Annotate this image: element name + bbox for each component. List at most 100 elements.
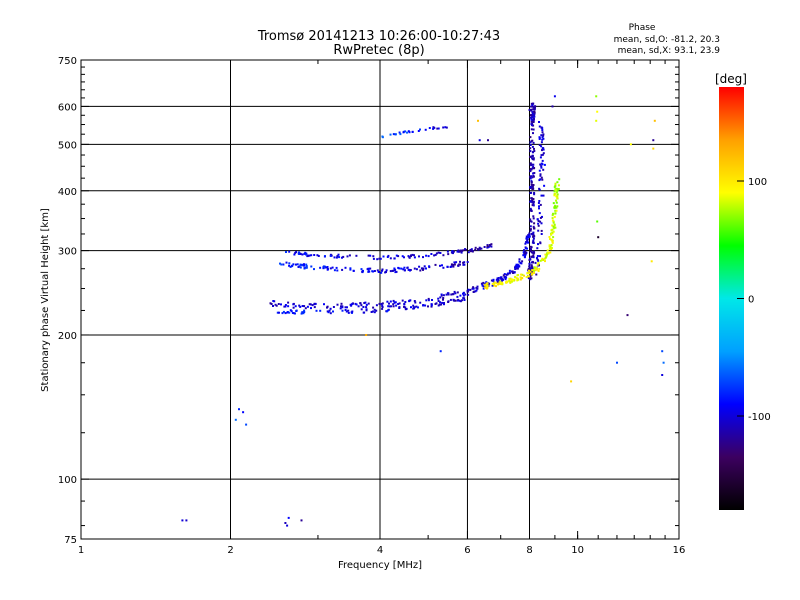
echo-point xyxy=(437,251,440,254)
echo-point xyxy=(303,263,305,266)
echo-point xyxy=(570,380,573,383)
echo-point xyxy=(299,263,302,266)
echo-point xyxy=(345,310,348,313)
echo-point xyxy=(469,250,472,253)
echo-point xyxy=(533,227,536,230)
echo-point xyxy=(381,268,384,271)
echo-point xyxy=(456,295,459,298)
echo-point xyxy=(467,293,470,296)
echo-point xyxy=(550,247,553,249)
echo-point xyxy=(549,251,552,254)
echo-point xyxy=(449,298,452,301)
echo-point xyxy=(661,350,664,353)
echo-point xyxy=(476,285,479,288)
x-tick-label: 8 xyxy=(526,545,532,556)
echo-point xyxy=(369,267,372,270)
echo-point xyxy=(279,262,281,265)
echo-point xyxy=(532,120,535,123)
echo-point xyxy=(454,299,457,302)
echo-point xyxy=(556,196,559,199)
echo-point xyxy=(341,256,343,259)
echo-point xyxy=(328,309,331,312)
echo-point xyxy=(329,307,332,310)
echo-point xyxy=(414,301,417,304)
echo-point xyxy=(292,306,295,309)
echo-point xyxy=(427,299,430,302)
echo-point xyxy=(533,167,536,169)
echo-point xyxy=(284,522,287,524)
echo-point xyxy=(539,163,542,166)
echo-point xyxy=(413,306,416,309)
echo-point xyxy=(539,259,542,262)
echo-point xyxy=(541,257,544,260)
echo-point xyxy=(415,305,418,308)
echo-point xyxy=(483,246,486,248)
echo-point xyxy=(650,260,653,263)
echo-point xyxy=(432,127,435,130)
echo-point xyxy=(298,304,301,307)
echo-point xyxy=(511,279,514,281)
echo-point xyxy=(292,263,295,266)
echo-point xyxy=(375,304,378,307)
colorbar-label: [deg] xyxy=(715,72,747,86)
echo-point xyxy=(548,236,551,238)
echo-point xyxy=(545,255,548,258)
echo-point xyxy=(408,256,411,259)
echo-point xyxy=(347,309,350,312)
echo-point xyxy=(335,256,338,259)
echo-point xyxy=(486,286,489,289)
echo-point xyxy=(403,266,406,269)
echo-point xyxy=(541,159,544,162)
echo-point xyxy=(398,267,401,270)
echo-point xyxy=(544,260,546,263)
echo-point xyxy=(522,251,525,254)
echo-point xyxy=(310,265,313,268)
echo-point xyxy=(556,193,559,196)
echo-point xyxy=(307,254,309,257)
echo-point xyxy=(528,235,531,238)
echo-point xyxy=(292,302,295,305)
echo-point xyxy=(341,309,344,312)
echo-point xyxy=(529,200,532,203)
echo-point xyxy=(529,278,532,281)
echo-point xyxy=(419,301,422,304)
phase-stats-x: mean, sd,X: 93.1, 23.9 xyxy=(618,46,721,56)
echo-point xyxy=(539,178,542,181)
echo-point xyxy=(313,254,316,256)
echo-point xyxy=(322,267,325,270)
echo-point xyxy=(495,285,497,288)
echo-point xyxy=(486,284,489,287)
echo-point xyxy=(552,230,555,233)
echo-point xyxy=(329,267,332,270)
echo-point xyxy=(505,281,508,284)
echo-point xyxy=(365,306,368,309)
echo-point xyxy=(310,254,313,257)
echo-point xyxy=(381,306,384,308)
echo-point xyxy=(530,109,532,112)
echo-point xyxy=(515,277,518,280)
echo-point xyxy=(365,303,368,306)
echo-point xyxy=(413,267,416,270)
echo-point xyxy=(526,272,529,275)
echo-point xyxy=(520,262,523,265)
echo-point xyxy=(437,300,440,302)
echo-point xyxy=(406,131,408,134)
echo-point xyxy=(542,148,545,151)
echo-point xyxy=(304,307,307,310)
echo-point xyxy=(472,286,475,289)
echo-point xyxy=(540,134,543,137)
y-tick-label: 500 xyxy=(58,140,77,151)
echo-point xyxy=(437,297,440,300)
echo-point xyxy=(304,251,307,254)
echo-point xyxy=(459,294,462,297)
echo-point xyxy=(532,202,535,205)
echo-point xyxy=(514,265,517,268)
echo-point xyxy=(532,165,535,168)
echo-point xyxy=(551,217,554,220)
echo-point xyxy=(372,270,374,273)
echo-point xyxy=(336,269,339,272)
echo-point xyxy=(530,118,533,121)
echo-point xyxy=(531,270,534,273)
echo-point xyxy=(389,270,392,273)
echo-point xyxy=(530,277,533,280)
